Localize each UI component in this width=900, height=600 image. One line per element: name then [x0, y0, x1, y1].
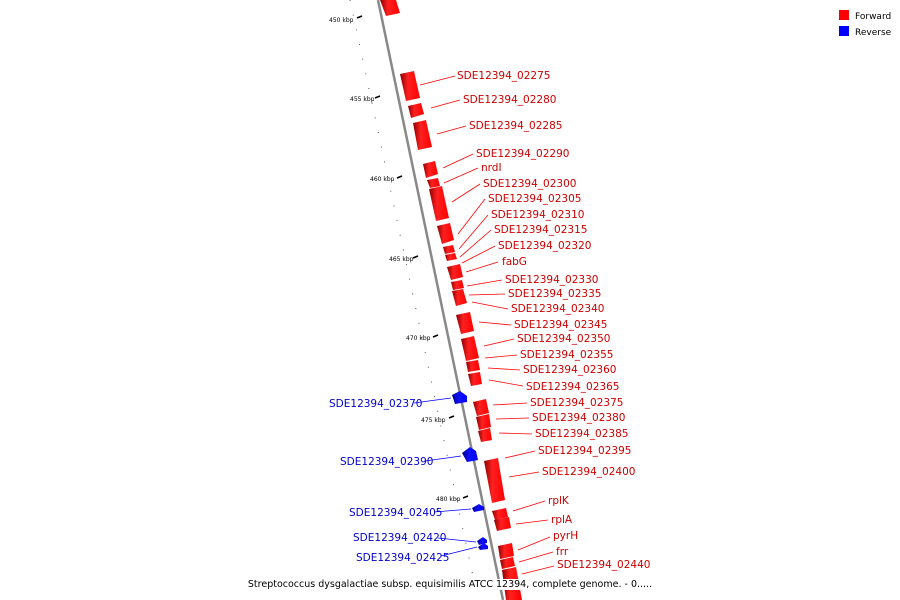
label-02355: SDE12394_02355 [520, 349, 613, 361]
label-02360: SDE12394_02360 [523, 364, 616, 376]
label-02285: SDE12394_02285 [469, 120, 562, 132]
gene-feature-02385 [478, 428, 492, 442]
genome-backbone [376, 0, 505, 600]
tick-475: 475 kbp [421, 415, 455, 424]
label-02315: SDE12394_02315 [494, 224, 587, 236]
gene-feature-rplA [494, 517, 511, 531]
label-02425: SDE12394_02425 [356, 552, 449, 564]
gene-feature-02280 [408, 103, 424, 118]
label-pyrH: pyrH [553, 530, 578, 542]
gene-feature-02370 [452, 391, 467, 404]
tick-470: 470 kbp [406, 334, 439, 342]
gene-feature-02390 [462, 447, 478, 462]
svg-text:465 kbp: 465 kbp [389, 256, 414, 263]
legend-reverse-label: Reverse [855, 28, 892, 38]
label-frr: frr [556, 546, 569, 558]
tick-460: 460 kbp [370, 175, 403, 183]
reverse-labels: SDE12394_02370 SDE12394_02390 SDE12394_0… [329, 397, 478, 564]
gene-feature-02305 [437, 223, 454, 244]
label-02375: SDE12394_02375 [530, 397, 623, 409]
label-02390: SDE12394_02390 [340, 456, 433, 468]
forward-labels: SDE12394_02275 SDE12394_02280 SDE12394_0… [419, 70, 650, 575]
gene-feature-02350 [461, 336, 479, 361]
gene-feature-fabG [447, 264, 463, 280]
gene-feature-02335 [452, 289, 467, 306]
label-02300: SDE12394_02300 [483, 178, 576, 190]
label-02330: SDE12394_02330 [505, 274, 598, 286]
label-02320: SDE12394_02320 [498, 240, 591, 252]
label-02290: SDE12394_02290 [476, 148, 569, 160]
label-02340: SDE12394_02340 [511, 303, 604, 315]
label-02380: SDE12394_02380 [532, 412, 625, 424]
label-02440: SDE12394_02440 [557, 559, 650, 571]
svg-text:455 kbp: 455 kbp [350, 96, 375, 103]
gene-feature-02310 [443, 245, 455, 254]
label-02395: SDE12394_02395 [538, 445, 631, 457]
forward-features [380, 0, 522, 600]
gene-feature-02285 [413, 120, 432, 150]
gene-feature-02380 [476, 414, 491, 430]
legend-reverse-swatch [839, 26, 849, 36]
gene-feature-02330 [451, 280, 464, 290]
gene-feature-02425 [478, 543, 488, 550]
label-02310: SDE12394_02310 [491, 209, 584, 221]
label-02400: SDE12394_02400 [542, 466, 635, 478]
gene-feature-02420 [477, 537, 487, 545]
gene-feature-nrdI [427, 178, 440, 188]
gene-feature-02360 [466, 360, 480, 372]
svg-text:450 kbp: 450 kbp [329, 17, 354, 24]
label-02405: SDE12394_02405 [349, 507, 442, 519]
label-02370: SDE12394_02370 [329, 398, 422, 410]
gene-feature-top [380, 0, 400, 16]
tick-465: 465 kbp [389, 255, 419, 263]
label-02385: SDE12394_02385 [535, 428, 628, 440]
tick-480: 480 kbp [436, 495, 469, 503]
label-02345: SDE12394_02345 [514, 319, 607, 331]
gene-feature-02405 [472, 504, 484, 512]
label-02335: SDE12394_02335 [508, 288, 601, 300]
gene-feature-frr [500, 557, 515, 569]
label-rplK: rplK [548, 495, 570, 507]
gene-feature-02290 [423, 161, 438, 178]
label-rplA: rplA [551, 514, 573, 526]
svg-text:480 kbp: 480 kbp [436, 496, 461, 503]
gene-feature-02365 [468, 372, 482, 386]
tick-450: 450 kbp [329, 15, 363, 24]
legend: Forward Reverse [839, 10, 892, 38]
label-02275: SDE12394_02275 [457, 70, 550, 82]
gene-feature-pyrH [498, 543, 514, 559]
label-02365: SDE12394_02365 [526, 381, 619, 393]
gene-feature-02275 [400, 71, 420, 101]
reverse-features [452, 391, 488, 550]
label-nrdI: nrdI [481, 162, 502, 174]
label-02350: SDE12394_02350 [517, 333, 610, 345]
gene-feature-02400 [484, 458, 505, 503]
legend-forward-swatch [839, 10, 849, 20]
label-02280: SDE12394_02280 [463, 94, 556, 106]
svg-text:470 kbp: 470 kbp [406, 335, 431, 342]
svg-text:475 kbp: 475 kbp [421, 417, 446, 424]
genome-caption: Streptococcus dysgalactiae subsp. equisi… [0, 579, 900, 590]
label-02420: SDE12394_02420 [353, 532, 446, 544]
gene-feature-02300 [429, 186, 449, 221]
tick-455: 455 kbp [350, 95, 381, 103]
gene-feature-02375 [473, 399, 489, 416]
gene-feature-02345 [456, 312, 474, 334]
gene-feature-02315 [445, 253, 457, 261]
label-fabG: fabG [502, 256, 527, 268]
gene-feature-rplK [492, 508, 508, 520]
legend-forward-label: Forward [855, 12, 891, 22]
ruler-ticks: 450 kbp 455 kbp 460 kbp 465 kbp 470 kbp … [329, 15, 469, 503]
svg-text:460 kbp: 460 kbp [370, 176, 395, 183]
label-02305: SDE12394_02305 [488, 193, 581, 205]
